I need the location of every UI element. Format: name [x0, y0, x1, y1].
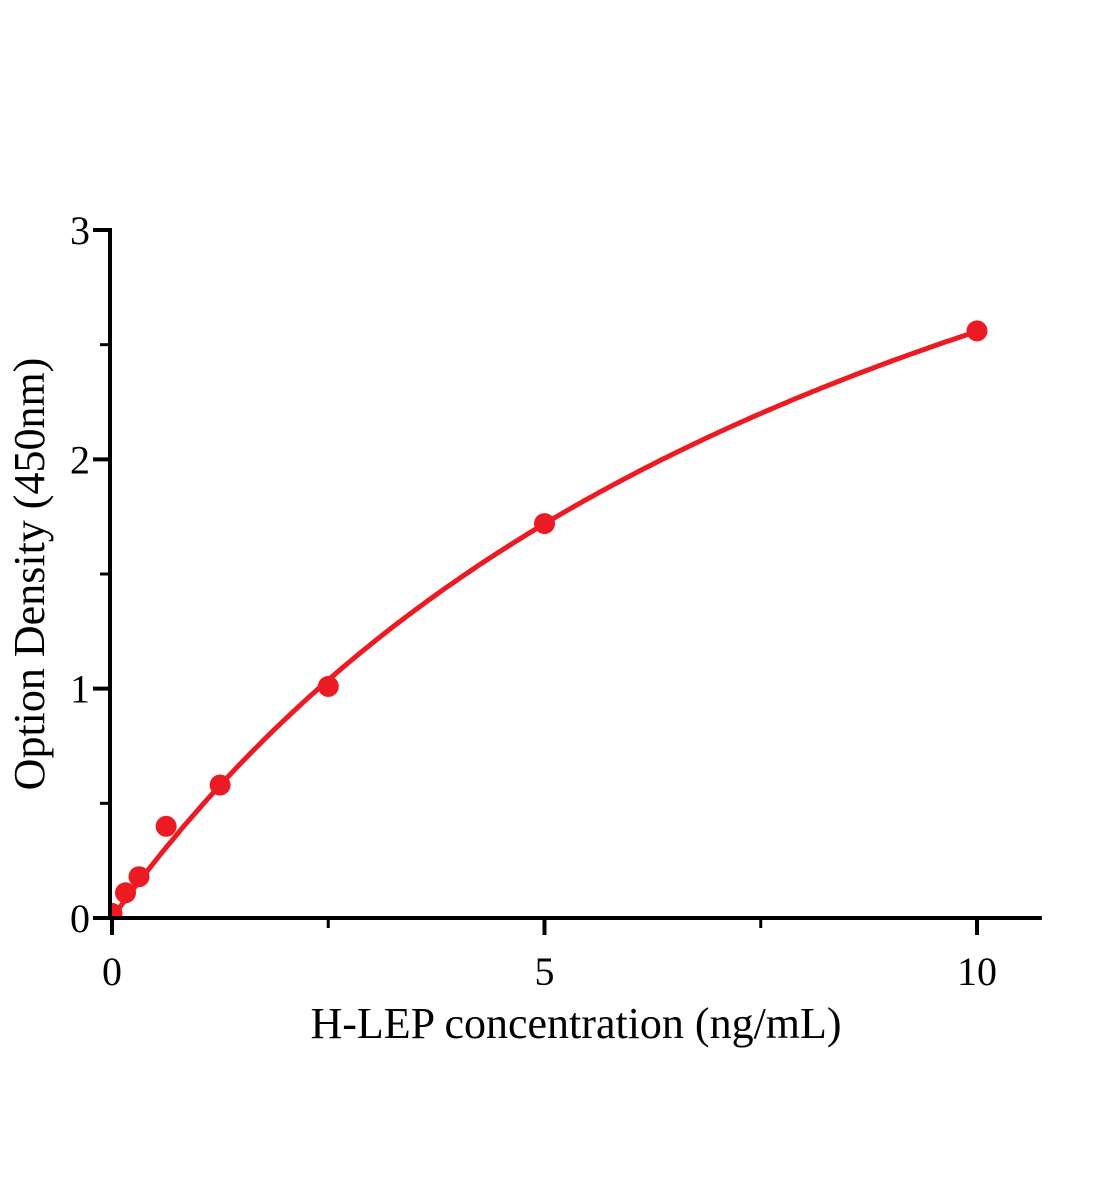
data-point: [115, 882, 136, 904]
x-tick-label: 5: [535, 949, 555, 994]
data-point: [534, 513, 555, 535]
axes-layer: 0 5 10 0 1 2 3: [70, 208, 1042, 994]
y-tick-label: 2: [70, 437, 90, 482]
y-tick-label: 3: [70, 208, 90, 253]
x-axis-title: H-LEP concentration (ng/mL): [310, 999, 841, 1048]
data-point: [111, 902, 123, 918]
x-tick-label: 0: [102, 949, 122, 994]
fit-curve: [111, 328, 980, 918]
data-series-layer: [111, 320, 988, 918]
x-tick-label: 10: [957, 949, 997, 994]
data-point: [966, 320, 988, 342]
y-tick-label: 1: [70, 667, 90, 712]
y-axis-title: Option Density (450nm): [5, 358, 54, 791]
data-point: [128, 866, 150, 888]
data-point: [155, 815, 177, 837]
data-point: [209, 774, 231, 796]
data-point: [317, 675, 339, 697]
y-tick-label: 0: [70, 896, 90, 941]
